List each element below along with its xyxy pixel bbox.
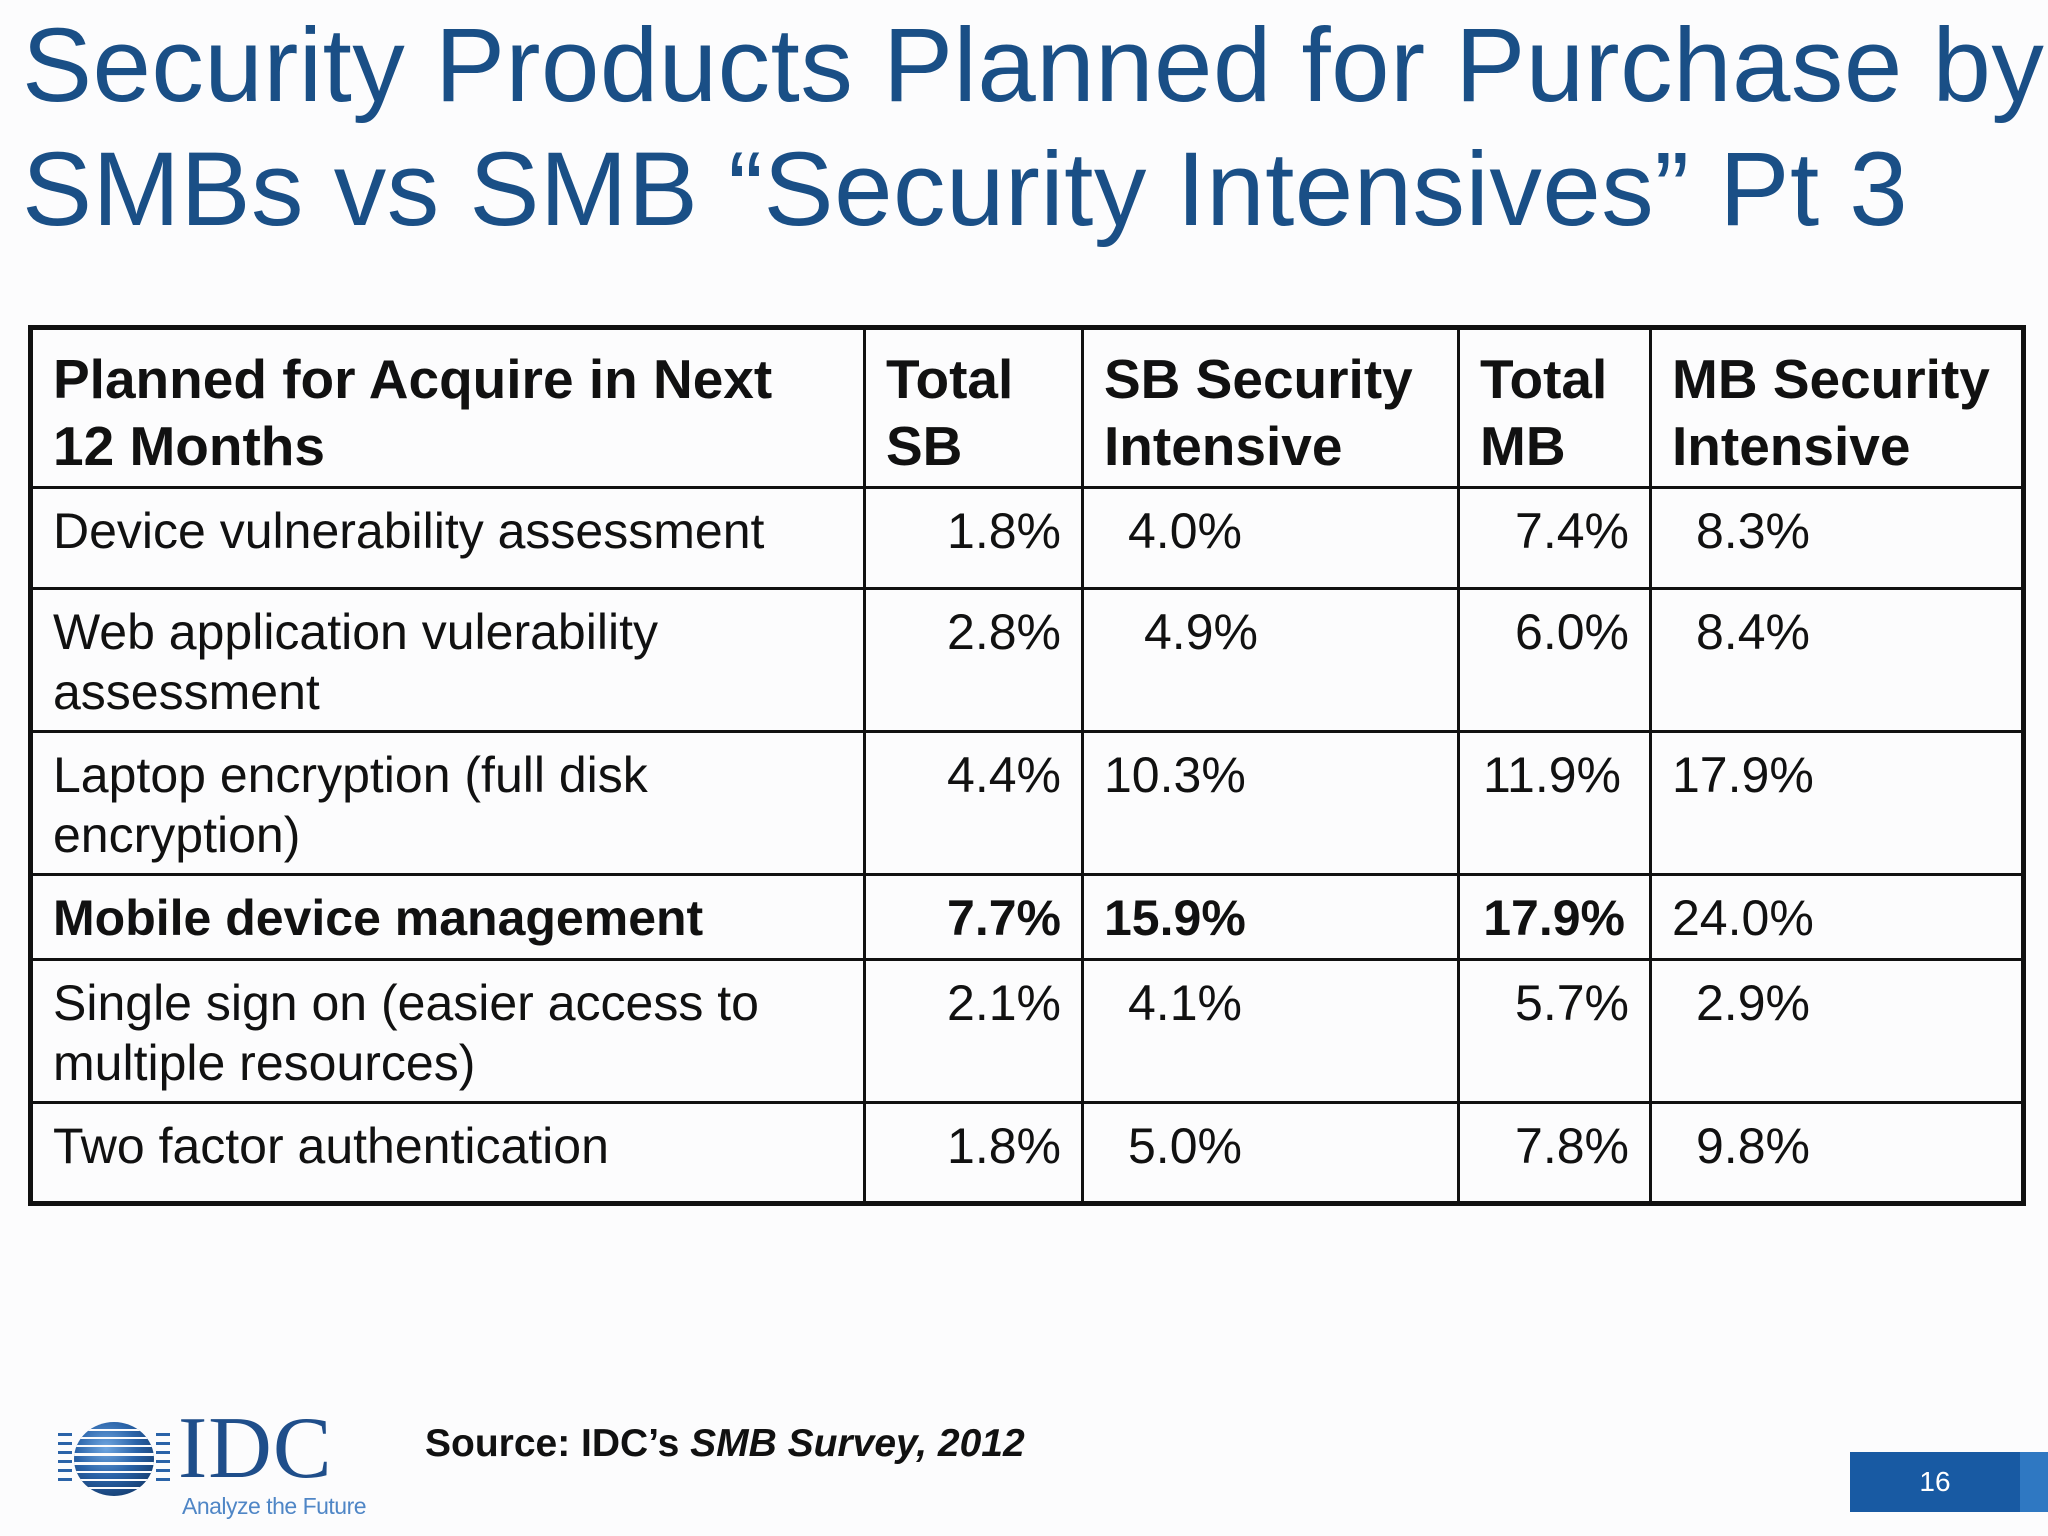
cell-mb-security-intensive: 9.8% [1649,1101,2025,1205]
row-label: Single sign on (easier access to multipl… [29,958,866,1104]
table-header-row: Planned for Acquire in Next 12 Months To… [29,326,2025,489]
header-sb-security-intensive: SB Security Intensive [1081,326,1460,489]
table-row: Mobile device management 7.7% 15.9% 17.9… [29,873,2025,961]
globe-icon [58,1422,170,1496]
cell-total-sb: 2.8% [863,587,1084,733]
cell-sb-security-intensive: 4.1% [1081,958,1460,1104]
cell-total-sb: 4.4% [863,730,1084,876]
page-number-accent [2020,1452,2048,1512]
header-mb-security-intensive: MB Security Intensive [1649,326,2025,489]
cell-mb-security-intensive: 24.0% [1649,873,2025,961]
source-survey-name: SMB Survey, 2012 [690,1422,1025,1465]
cell-sb-security-intensive: 4.9% [1081,587,1460,733]
cell-sb-security-intensive: 4.0% [1081,486,1460,590]
cell-total-mb: 17.9% [1457,873,1652,961]
cell-total-mb: 11.9% [1457,730,1652,876]
row-label: Web application vulerability assessment [29,587,866,733]
cell-total-sb: 1.8% [863,486,1084,590]
cell-mb-security-intensive: 17.9% [1649,730,2025,876]
row-label: Laptop encryption (full disk encryption) [29,730,866,876]
source-note: Source: IDC’s SMB Survey, 2012 [425,1422,1025,1466]
cell-total-sb: 2.1% [863,958,1084,1104]
cell-mb-security-intensive: 8.4% [1649,587,2025,733]
security-products-table: Planned for Acquire in Next 12 Months To… [28,325,2026,1206]
cell-total-sb: 1.8% [863,1101,1084,1205]
row-label: Device vulnerability assessment [29,486,866,590]
table-row: Device vulnerability assessment 1.8% 4.0… [29,486,2025,590]
cell-mb-security-intensive: 8.3% [1649,486,2025,590]
idc-logo-tagline: Analyze the Future [182,1493,367,1519]
title-line-1: Security Products Planned for Purchase b… [22,7,2045,124]
header-total-sb: Total SB [863,326,1084,489]
cell-sb-security-intensive: 10.3% [1081,730,1460,876]
cell-total-mb: 7.4% [1457,486,1652,590]
header-total-mb: Total MB [1457,326,1652,489]
page-number: 16 [1850,1452,2020,1512]
cell-sb-security-intensive: 15.9% [1081,873,1460,961]
cell-total-mb: 5.7% [1457,958,1652,1104]
cell-total-sb: 7.7% [863,873,1084,961]
table-row: Web application vulerability assessment … [29,587,2025,733]
cell-total-mb: 7.8% [1457,1101,1652,1205]
idc-logo-text: IDC [178,1400,333,1497]
row-label: Mobile device management [29,873,866,961]
slide-title: Security Products Planned for Purchase b… [22,4,2045,252]
table-row: Laptop encryption (full disk encryption)… [29,730,2025,876]
table-row: Single sign on (easier access to multipl… [29,958,2025,1104]
row-label: Two factor authentication [29,1101,866,1205]
title-line-2: SMBs vs SMB “Security Intensives” Pt 3 [22,131,1909,248]
cell-sb-security-intensive: 5.0% [1081,1101,1460,1205]
header-planned-acquire: Planned for Acquire in Next 12 Months [29,326,866,489]
idc-logo: IDC Analyze the Future [58,1400,378,1525]
cell-mb-security-intensive: 2.9% [1649,958,2025,1104]
source-prefix: Source: IDC’s [425,1422,691,1465]
cell-total-mb: 6.0% [1457,587,1652,733]
table-row: Two factor authentication 1.8% 5.0% 7.8%… [29,1101,2025,1205]
